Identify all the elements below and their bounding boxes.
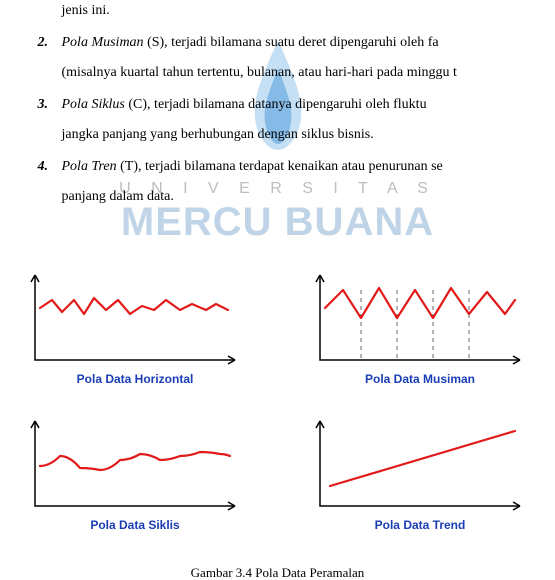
caption-trend: Pola Data Trend bbox=[315, 518, 525, 532]
item-num-3: 3. bbox=[0, 94, 58, 116]
item-num-2: 2. bbox=[0, 32, 58, 54]
caption-horizontal: Pola Data Horizontal bbox=[30, 372, 240, 386]
chart-seasonal: Pola Data Musiman bbox=[315, 270, 525, 386]
line-3: Pola Siklus (C), terjadi bilamana datany… bbox=[62, 97, 427, 112]
line-4: jangka panjang yang berhubungan dengan s… bbox=[62, 127, 374, 142]
line-6: panjang dalam data. bbox=[62, 189, 174, 204]
line-0: jenis ini. bbox=[62, 3, 110, 18]
caption-cyclic: Pola Data Siklis bbox=[30, 518, 240, 532]
caption-seasonal: Pola Data Musiman bbox=[315, 372, 525, 386]
figure-caption: Gambar 3.4 Pola Data Peramalan bbox=[0, 565, 555, 580]
item-num-4: 4. bbox=[0, 156, 58, 178]
chart-trend: Pola Data Trend bbox=[315, 416, 525, 532]
charts-grid: Pola Data Horizontal Pola Data Musiman P… bbox=[0, 270, 555, 532]
line-5: Pola Tren (T), terjadi bilamana terdapat… bbox=[62, 159, 443, 174]
chart-cyclic: Pola Data Siklis bbox=[30, 416, 240, 532]
chart-horizontal: Pola Data Horizontal bbox=[30, 270, 240, 386]
line-1: Pola Musiman (S), terjadi bilamana suatu… bbox=[62, 35, 439, 50]
line-2: (misalnya kuartal tahun tertentu, bulana… bbox=[62, 65, 457, 80]
